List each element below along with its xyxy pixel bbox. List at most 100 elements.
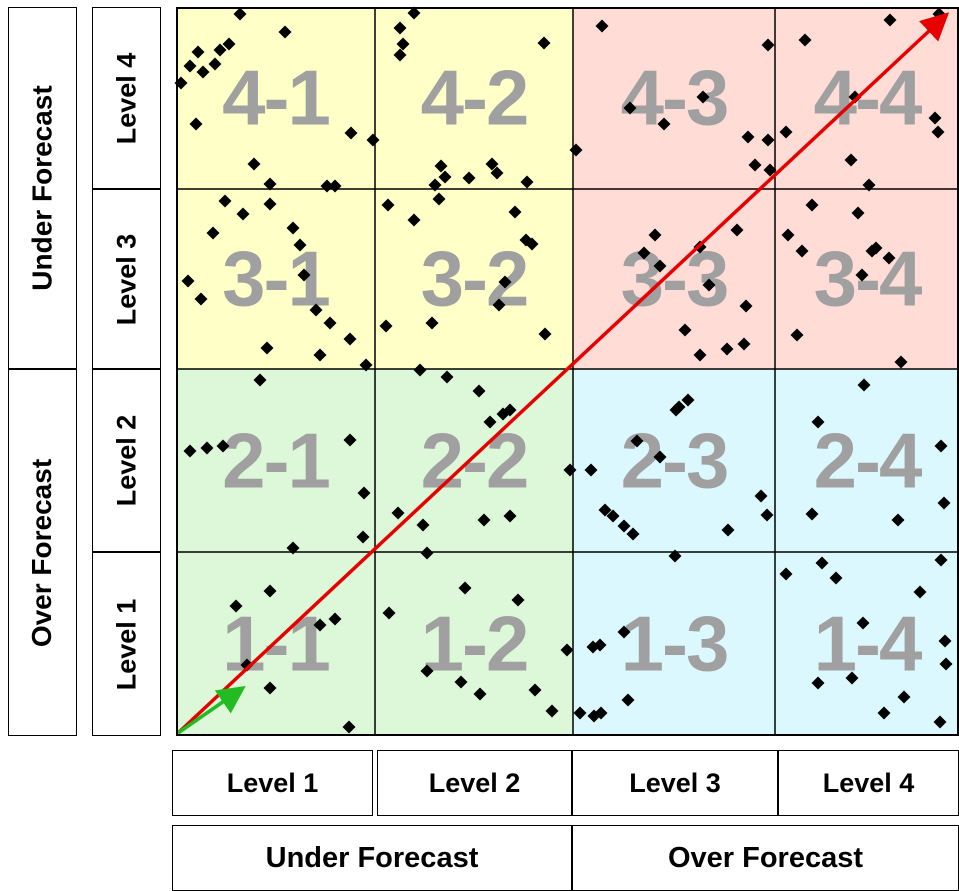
scatter-marker	[344, 126, 358, 140]
scatter-marker	[851, 206, 865, 220]
scatter-marker	[458, 581, 472, 595]
scatter-marker	[485, 157, 499, 171]
cell-code: 1-2	[420, 599, 530, 688]
scatter-marker	[845, 671, 859, 685]
scatter-marker	[702, 278, 716, 292]
scatter-marker	[754, 489, 768, 503]
cell-code: 4-4	[813, 53, 923, 142]
scatter-marker	[366, 133, 380, 147]
scatter-marker	[183, 444, 197, 458]
column-level-2: Level 2	[377, 750, 572, 816]
scatter-marker	[263, 197, 277, 211]
scatter-marker	[293, 238, 307, 252]
scatter-marker	[218, 194, 232, 208]
scatter-marker	[617, 519, 631, 533]
scatter-marker	[630, 434, 644, 448]
cell-4-4: 4-4	[775, 7, 959, 189]
scatter-marker	[763, 163, 777, 177]
scatter-marker	[323, 316, 337, 330]
column-level-4: Level 4	[778, 750, 959, 816]
diagonal-arrow	[176, 12, 950, 735]
scatter-marker	[263, 584, 277, 598]
scatter-marker	[196, 65, 210, 79]
scatter-marker	[357, 486, 371, 500]
scatter-marker	[626, 527, 640, 541]
cell-3-1: 3-1	[176, 189, 375, 369]
row-level-3: Level 3	[92, 189, 161, 369]
scatter-marker	[790, 328, 804, 342]
scatter-marker	[432, 192, 446, 206]
scatter-marker	[931, 125, 945, 139]
scatter-marker	[730, 223, 744, 237]
scatter-marker	[498, 275, 512, 289]
scatter-marker	[891, 513, 905, 527]
scatter-marker	[637, 246, 651, 260]
scatter-marker	[779, 567, 793, 581]
scatter-marker	[869, 241, 883, 255]
scatter-marker	[483, 415, 497, 429]
scatter-marker	[781, 228, 795, 242]
scatter-marker	[739, 299, 753, 313]
scatter-marker	[434, 159, 448, 173]
cell-code: 1-3	[620, 599, 730, 688]
scatter-marker	[391, 506, 405, 520]
scatter-marker	[720, 342, 734, 356]
scatter-marker	[595, 19, 609, 33]
scatter-marker	[183, 59, 197, 73]
scatter-marker	[320, 179, 334, 193]
scatter-marker	[425, 316, 439, 330]
scatter-marker	[247, 157, 261, 171]
scatter-marker	[653, 450, 667, 464]
scatter-marker	[811, 676, 825, 690]
scatter-marker	[313, 348, 327, 362]
scatter-marker	[233, 7, 247, 21]
scatter-marker	[472, 384, 486, 398]
scatter-marker	[795, 244, 809, 258]
scatter-marker	[882, 251, 896, 265]
cell-code: 2-1	[222, 416, 331, 504]
scatter-marker	[438, 170, 452, 184]
scatter-marker	[454, 675, 468, 689]
scatter-marker	[598, 503, 612, 517]
cell-code: 2-3	[620, 416, 730, 504]
cell-4-2: 4-2	[375, 7, 573, 189]
scatter-marker	[191, 45, 205, 59]
scatter-marker	[473, 687, 487, 701]
scatter-marker	[934, 553, 948, 567]
scatter-marker	[200, 441, 214, 455]
scatter-marker	[174, 76, 188, 90]
scatter-marker	[939, 657, 953, 671]
row-group-over-forecast: Over Forecast	[8, 369, 77, 736]
scatter-marker	[216, 439, 230, 453]
row-level-1: Level 1	[92, 552, 161, 736]
scatter-marker	[760, 508, 774, 522]
scatter-marker	[428, 178, 442, 192]
scatter-marker	[805, 507, 819, 521]
cell-code: 2-4	[813, 416, 923, 504]
scatter-marker	[309, 303, 323, 317]
scatter-marker	[741, 130, 755, 144]
scatter-marker	[511, 593, 525, 607]
scatter-marker	[681, 393, 695, 407]
scatter-marker	[477, 513, 491, 527]
column-group-over-forecast: Over Forecast	[572, 825, 959, 891]
scatter-marker	[263, 177, 277, 191]
scatter-marker	[560, 643, 574, 657]
row-level-4: Level 4	[92, 7, 161, 189]
scatter-marker	[855, 268, 869, 282]
scatter-marker	[222, 37, 236, 51]
scatter-marker	[538, 327, 552, 341]
scatter-marker	[420, 546, 434, 560]
scatter-marker	[490, 166, 504, 180]
scatter-marker	[236, 207, 250, 221]
cell-code: 3-3	[620, 234, 730, 323]
cell-code: 4-2	[420, 53, 530, 142]
scatter-marker	[213, 43, 227, 57]
scatter-marker	[623, 101, 637, 115]
scatter-marker	[877, 706, 891, 720]
scatter-marker	[829, 571, 843, 585]
scatter-marker	[844, 153, 858, 167]
scatter-marker	[208, 57, 222, 71]
scatter-marker	[737, 337, 751, 351]
